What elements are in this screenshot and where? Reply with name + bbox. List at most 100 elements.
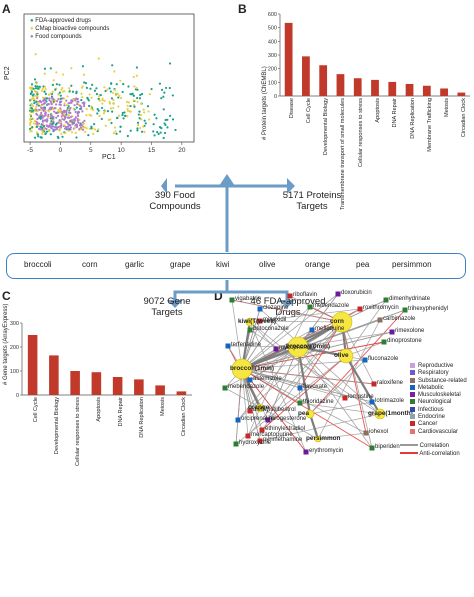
scatter-point	[40, 89, 43, 92]
scatter-point	[60, 115, 63, 118]
scatter-point	[47, 113, 50, 116]
scatter-point	[54, 99, 57, 102]
scatter-point	[81, 65, 85, 68]
scatter-point	[60, 122, 63, 126]
scatter-point	[73, 126, 76, 130]
drug-node	[357, 306, 363, 312]
scatter-point	[83, 81, 86, 84]
scatter-point	[46, 115, 50, 118]
scatter-point	[57, 121, 60, 124]
scatter-point	[45, 118, 49, 121]
scatter-point	[47, 125, 50, 128]
scatter-point	[50, 107, 53, 111]
scatter-point	[115, 116, 119, 120]
drug-node	[369, 399, 375, 405]
scatter-point	[114, 94, 118, 97]
scatter-point	[85, 86, 88, 89]
scatter-point	[55, 128, 58, 131]
scatter-point	[68, 116, 71, 120]
scatter-point	[58, 110, 61, 113]
scatter-point	[63, 124, 66, 127]
scatter-point	[58, 125, 62, 129]
scatter-point	[50, 103, 53, 106]
scatter-point	[62, 118, 66, 121]
scatter-point	[135, 96, 139, 100]
scatter-point	[58, 128, 61, 131]
scatter-point	[75, 123, 78, 126]
scatter-point	[44, 99, 47, 102]
scatter-point	[55, 122, 58, 125]
scatter-point	[43, 101, 47, 105]
scatter-point	[47, 103, 50, 106]
correlation-edge	[297, 346, 301, 404]
scatter-point	[67, 105, 70, 108]
scatter-ylabel: PC2	[4, 66, 11, 80]
scatter-point	[107, 118, 110, 121]
scatter-point	[59, 97, 62, 100]
scatter-point	[41, 130, 44, 133]
hub-edge	[345, 355, 381, 415]
scatter-point	[72, 121, 76, 124]
scatter-point	[40, 106, 43, 109]
scatter-point	[71, 90, 75, 93]
scatter-point	[130, 93, 133, 96]
scatter-point	[52, 101, 55, 104]
scatter-point	[54, 106, 57, 110]
scatter-point	[41, 132, 44, 135]
scatter-point	[43, 72, 46, 75]
category-swatch-icon	[410, 370, 415, 376]
drug-label: rimexolone	[395, 328, 425, 334]
scatter-point	[64, 127, 67, 130]
scatter-point	[52, 107, 55, 111]
food-item: orange	[305, 260, 330, 269]
scatter-point	[108, 101, 111, 104]
scatter-point	[69, 111, 72, 114]
scatter-point	[66, 95, 69, 98]
scatter-point	[49, 133, 52, 136]
scatter-point	[76, 100, 79, 103]
y-tick-label: 100	[10, 369, 19, 375]
scatter-point	[65, 120, 68, 124]
scatter-point	[39, 115, 42, 119]
y-tick-label: 600	[268, 12, 277, 18]
scatter-point	[48, 107, 51, 110]
scatter-point	[150, 87, 153, 91]
scatter-point	[42, 124, 46, 127]
drug-node	[369, 445, 375, 451]
scatter-point	[29, 118, 32, 121]
scatter-point	[133, 105, 136, 108]
bar	[70, 371, 80, 395]
category-legend: Reproductive Respiratory Substance-related…	[410, 363, 467, 436]
category-legend-item: Infectious	[410, 406, 467, 414]
category-legend-item: Endocrine	[410, 413, 467, 421]
category-label: Cell Cycle	[32, 397, 39, 423]
scatter-point	[79, 127, 83, 130]
scatter-point	[67, 127, 70, 131]
scatter-point	[52, 130, 55, 133]
y-tick-label: 200	[268, 67, 277, 73]
edge-legend: Correlation Anti-correlation	[400, 442, 460, 458]
drug-node	[233, 441, 239, 447]
scatter-point	[49, 108, 52, 111]
scatter-point	[72, 127, 76, 130]
scatter-point	[61, 113, 64, 117]
food-item: olive	[259, 260, 276, 269]
scatter-point	[31, 97, 34, 100]
scatter-point	[56, 111, 59, 114]
scatter-legend-label: FDA-approved drugs	[35, 18, 91, 24]
scatter-point	[30, 103, 33, 106]
gene-ylabel: # Gene targets (ArrayExpress)	[3, 303, 9, 385]
scatter-point	[158, 126, 162, 129]
scatter-point	[79, 128, 82, 131]
drug-label: terfenadine	[231, 342, 262, 348]
scatter-point	[54, 88, 57, 91]
scatter-points	[28, 53, 177, 140]
scatter-point	[35, 97, 39, 100]
scatter-point	[62, 124, 65, 128]
category-legend-label: Substance-related	[418, 377, 467, 384]
scatter-point	[131, 92, 134, 95]
scatter-point	[48, 99, 51, 102]
scatter-point	[114, 93, 118, 96]
category-legend-label: Infectious	[418, 406, 444, 413]
scatter-point	[37, 135, 40, 138]
